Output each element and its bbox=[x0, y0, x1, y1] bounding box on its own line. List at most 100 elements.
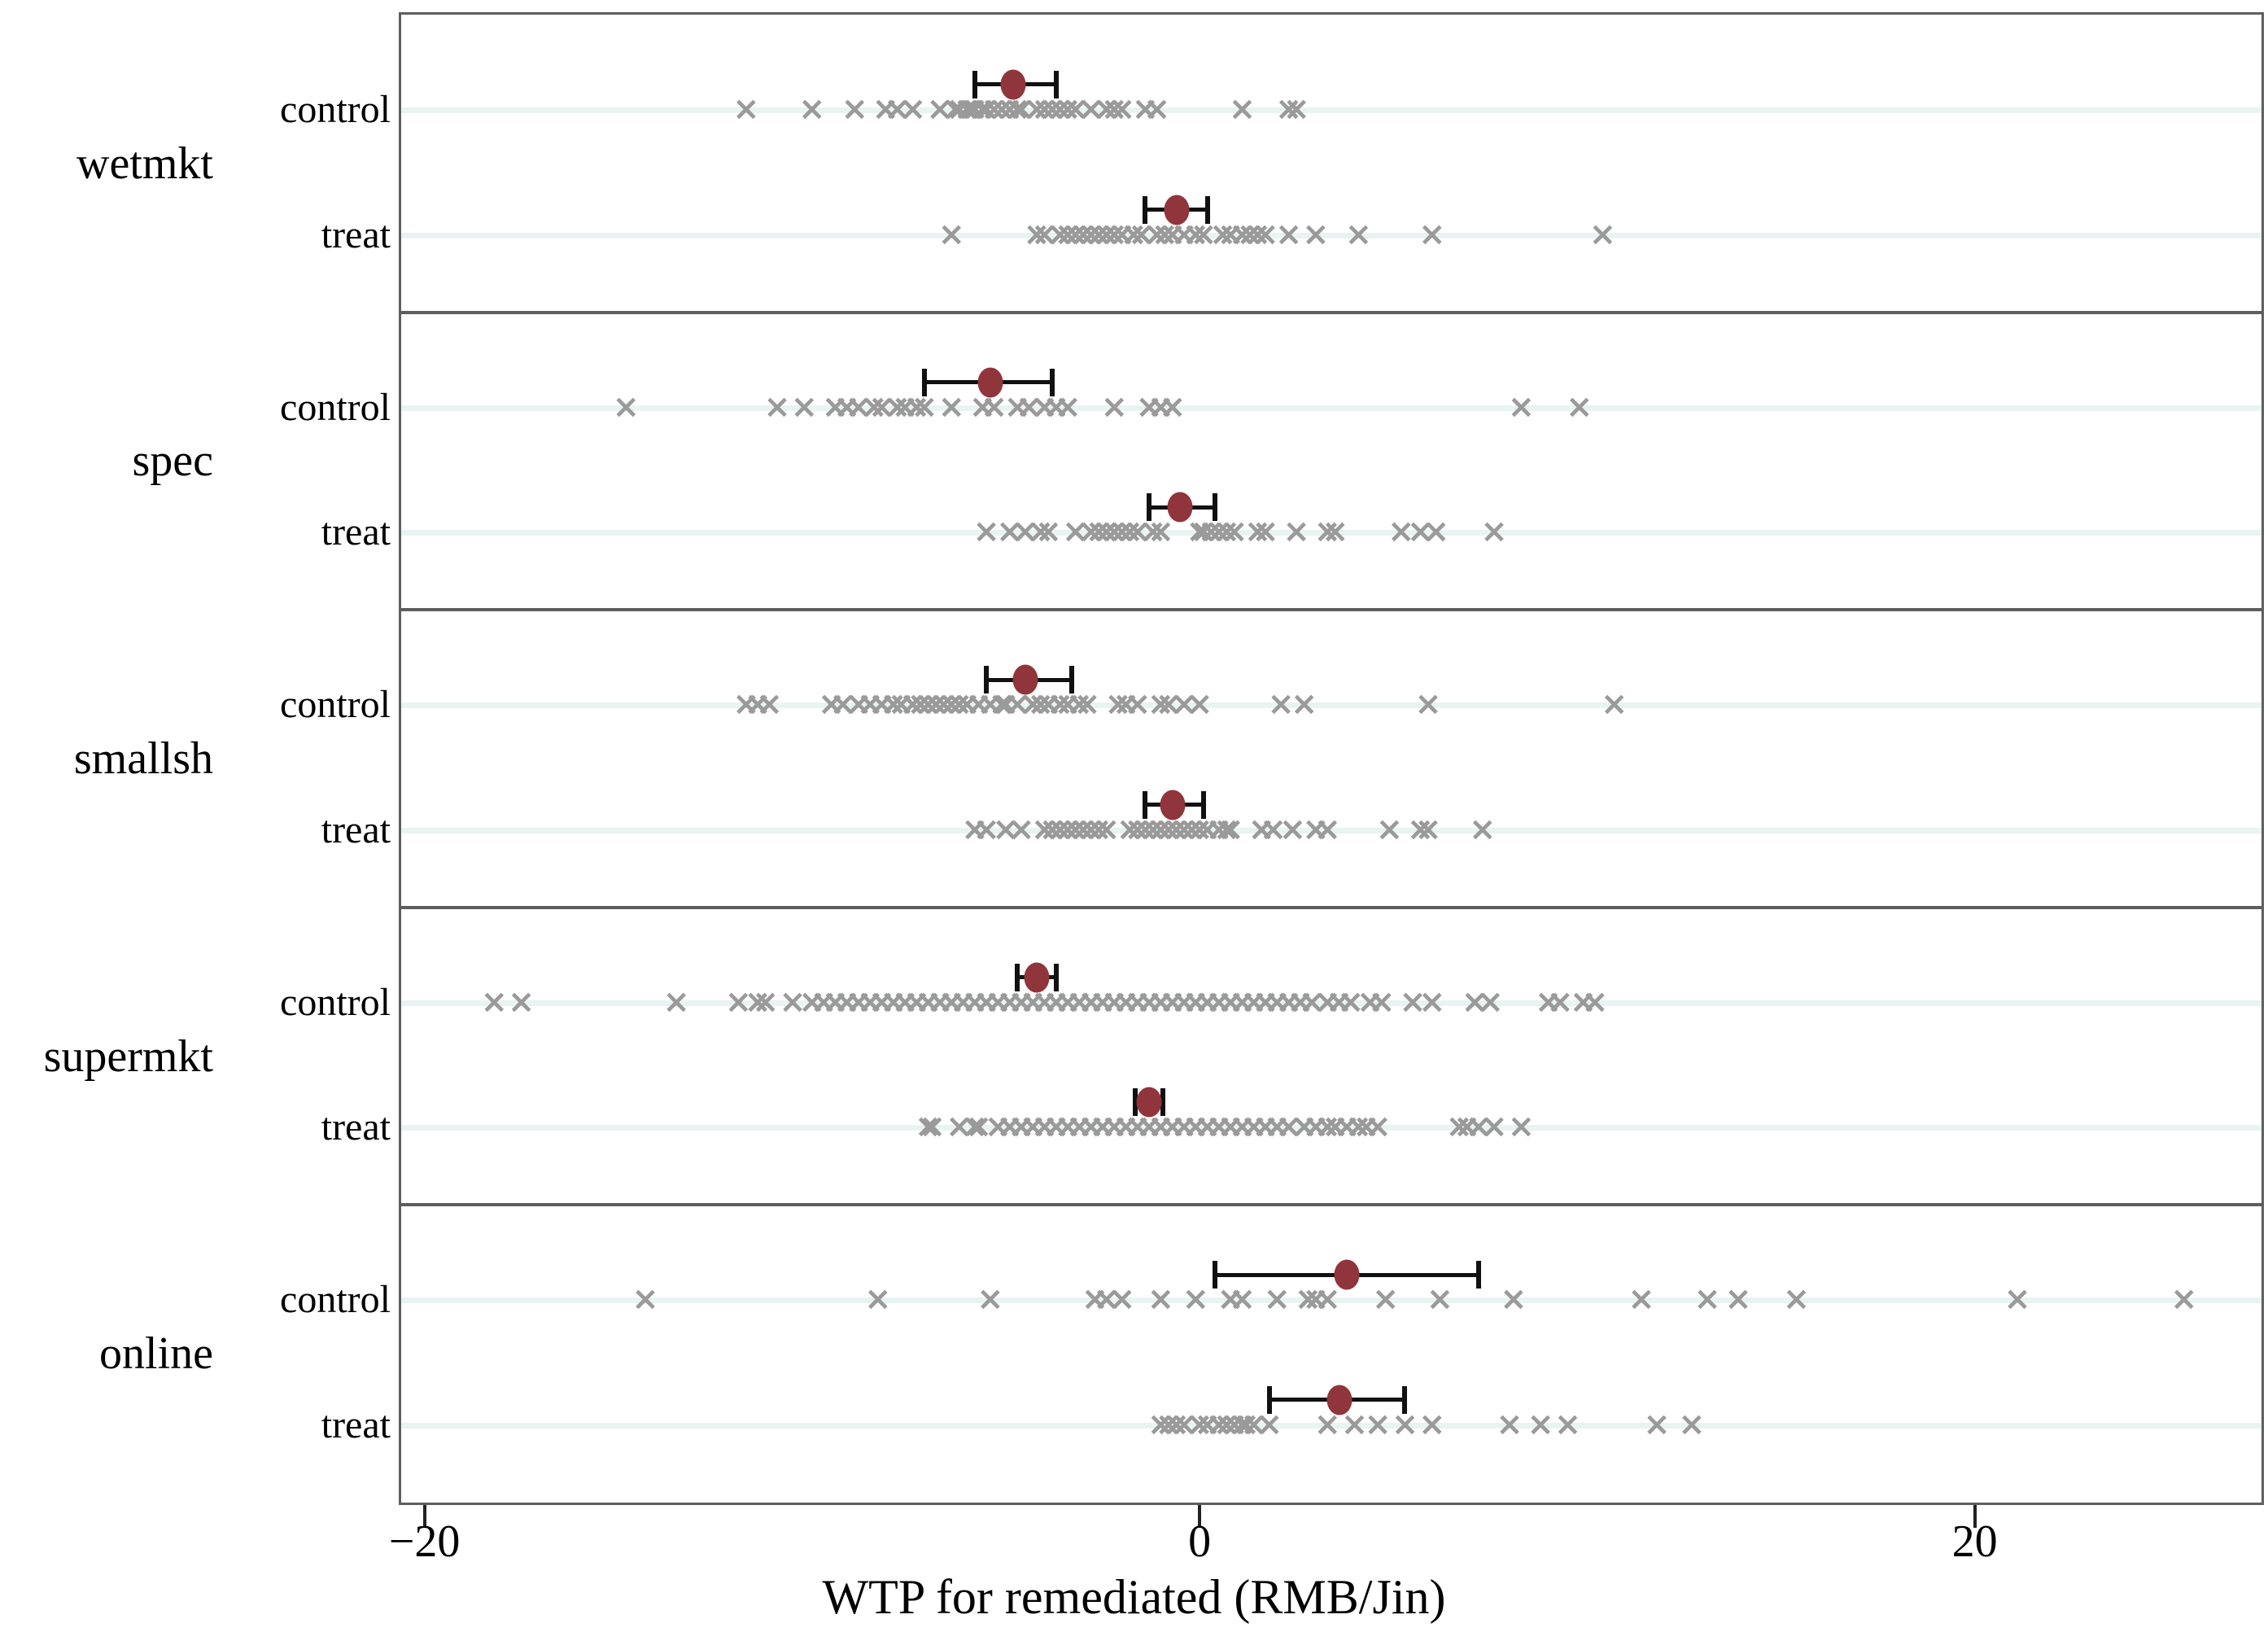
scatter-marker: × bbox=[926, 982, 954, 1021]
scatter-marker: × bbox=[1011, 513, 1039, 551]
scatter-marker: × bbox=[1208, 215, 1237, 253]
scatter-marker: × bbox=[1085, 215, 1113, 253]
scatter-marker: × bbox=[1302, 1280, 1330, 1319]
scatter-marker: × bbox=[845, 387, 872, 426]
scatter-marker: × bbox=[779, 982, 806, 1021]
scatter-marker: × bbox=[1217, 810, 1244, 848]
scatter-marker: × bbox=[1205, 1108, 1233, 1146]
scatter-marker: × bbox=[1116, 513, 1144, 551]
scatter-marker: × bbox=[1077, 215, 1105, 253]
ci-cap-left bbox=[972, 70, 977, 98]
scatter-marker: × bbox=[1007, 1108, 1035, 1146]
ci-cap-left bbox=[921, 368, 927, 396]
scatter-marker: × bbox=[1325, 982, 1353, 1021]
gridline bbox=[401, 405, 2261, 411]
scatter-marker: × bbox=[1344, 1108, 1373, 1146]
scatter-marker: × bbox=[1507, 387, 1536, 426]
scatter-marker: × bbox=[798, 982, 826, 1021]
scatter-marker: × bbox=[914, 1108, 942, 1146]
scatter-marker: × bbox=[1112, 685, 1140, 724]
scatter-marker: × bbox=[1147, 982, 1175, 1021]
scatter-marker: × bbox=[1252, 982, 1279, 1021]
scatter-marker: × bbox=[1073, 685, 1101, 724]
gridline bbox=[401, 232, 2261, 238]
scatter-marker: × bbox=[891, 982, 919, 1021]
scatter-marker: × bbox=[972, 90, 1000, 129]
scatter-marker: × bbox=[1147, 685, 1175, 724]
scatter-marker: × bbox=[1205, 982, 1233, 1021]
scatter-marker: × bbox=[1038, 90, 1066, 129]
scatter-marker: × bbox=[1252, 513, 1279, 551]
scatter-marker: × bbox=[964, 1108, 993, 1146]
scatter-marker: × bbox=[1243, 513, 1272, 551]
scatter-marker: × bbox=[1182, 215, 1210, 253]
scatter-marker: × bbox=[1263, 982, 1291, 1021]
scatter-marker: × bbox=[1077, 513, 1105, 551]
row-label-wetmkt-control: control bbox=[280, 87, 391, 131]
scatter-marker: × bbox=[1588, 215, 1617, 253]
scatter-marker: × bbox=[988, 685, 1016, 724]
scatter-marker: × bbox=[984, 1108, 1012, 1146]
scatter-marker: × bbox=[887, 685, 916, 724]
scatter-marker: × bbox=[1546, 982, 1574, 1021]
ci-cap-left bbox=[1133, 1088, 1138, 1117]
group-label-online: online bbox=[99, 1328, 213, 1380]
scatter-marker: × bbox=[1030, 90, 1059, 129]
scatter-marker: × bbox=[1221, 513, 1248, 551]
scatter-marker: × bbox=[1120, 215, 1147, 253]
row-label-smallsh-treat: treat bbox=[321, 807, 391, 851]
scatter-marker: × bbox=[867, 982, 896, 1021]
scatter-marker: × bbox=[1221, 1406, 1248, 1444]
scatter-marker: × bbox=[1162, 1406, 1191, 1444]
scatter-marker: × bbox=[763, 387, 791, 426]
scatter-marker: × bbox=[1093, 513, 1121, 551]
scatter-marker: × bbox=[1290, 685, 1318, 724]
scatter-marker: × bbox=[926, 90, 954, 129]
scatter-marker: × bbox=[918, 1108, 946, 1146]
scatter-marker: × bbox=[1274, 982, 1303, 1021]
ci-cap-right bbox=[1050, 368, 1055, 396]
scatter-marker: × bbox=[1042, 1108, 1070, 1146]
scatter-marker: × bbox=[1061, 90, 1090, 129]
scatter-marker: × bbox=[1534, 982, 1562, 1021]
scatter-marker: × bbox=[1480, 1108, 1508, 1146]
scatter-marker: × bbox=[1422, 513, 1450, 551]
x-tick-label: 0 bbox=[1188, 1516, 1212, 1567]
scatter-marker: × bbox=[1228, 1280, 1256, 1319]
scatter-marker: × bbox=[937, 387, 966, 426]
scatter-marker: × bbox=[1100, 90, 1129, 129]
scatter-marker: × bbox=[1321, 513, 1349, 551]
scatter-marker: × bbox=[880, 685, 907, 724]
row-label-spec-control: control bbox=[280, 385, 391, 429]
scatter-marker: × bbox=[1046, 810, 1074, 848]
scatter-marker: × bbox=[732, 685, 760, 724]
scatter-marker: × bbox=[1007, 982, 1035, 1021]
scatter-marker: × bbox=[1100, 387, 1129, 426]
scatter-marker: × bbox=[1046, 215, 1074, 253]
ci-cap-left bbox=[984, 666, 990, 694]
scatter-marker: × bbox=[1313, 810, 1341, 848]
scatter-marker: × bbox=[1507, 1108, 1536, 1146]
scatter-marker: × bbox=[914, 685, 942, 724]
scatter-marker: × bbox=[1069, 810, 1097, 848]
scatter-marker: × bbox=[1139, 513, 1167, 551]
scatter-marker: × bbox=[1077, 982, 1105, 1021]
scatter-marker: × bbox=[961, 1108, 989, 1146]
scatter-marker: × bbox=[1414, 685, 1442, 724]
scatter-marker: × bbox=[953, 685, 981, 724]
scatter-marker: × bbox=[1213, 513, 1241, 551]
scatter-marker: × bbox=[755, 685, 784, 724]
scatter-marker: × bbox=[1205, 1406, 1233, 1444]
scatter-marker: × bbox=[1263, 1108, 1291, 1146]
scatter-marker: × bbox=[1445, 1108, 1473, 1146]
mean-dot bbox=[977, 367, 1003, 398]
ci-cap-right bbox=[1402, 1385, 1408, 1414]
scatter-marker: × bbox=[1217, 982, 1244, 1021]
ci-cap-right bbox=[1213, 493, 1218, 522]
scatter-marker: × bbox=[841, 90, 868, 129]
scatter-marker: × bbox=[961, 810, 989, 848]
scatter-marker: × bbox=[1124, 685, 1151, 724]
scatter-marker: × bbox=[1600, 685, 1628, 724]
scatter-marker: × bbox=[1426, 1280, 1454, 1319]
scatter-marker: × bbox=[1387, 513, 1415, 551]
